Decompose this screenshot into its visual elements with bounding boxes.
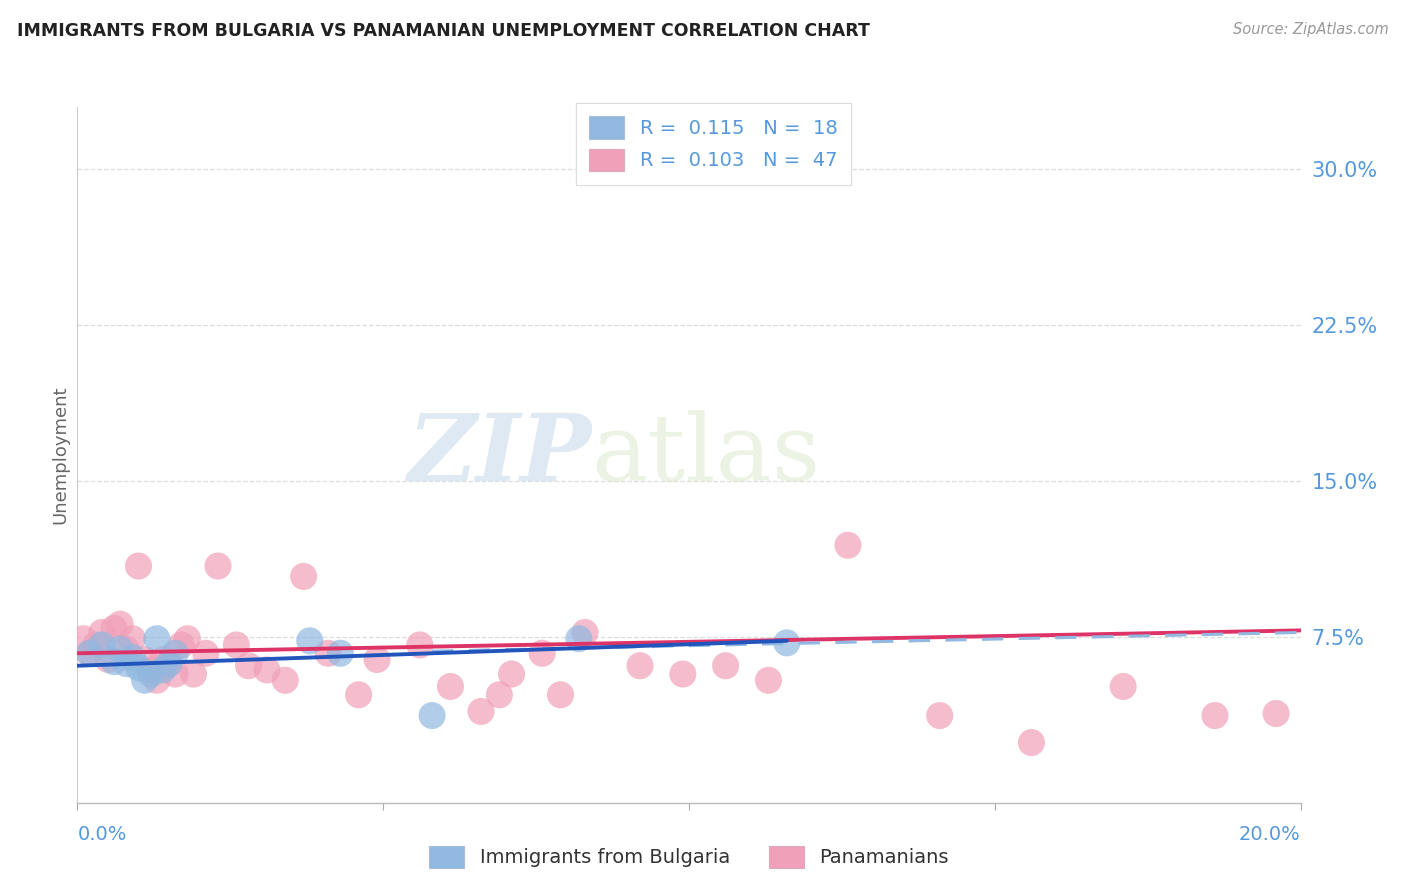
Point [298, 633, 321, 648]
Point [672, 667, 695, 681]
Point [121, 632, 143, 646]
Point [97, 652, 120, 666]
Point [146, 673, 169, 688]
Text: 0.0%: 0.0% [77, 825, 127, 844]
Point [207, 559, 229, 574]
Point [501, 667, 523, 681]
Point [127, 661, 149, 675]
Point [758, 673, 780, 688]
Point [470, 705, 492, 719]
Point [238, 658, 260, 673]
Point [72, 632, 94, 646]
Point [79, 646, 101, 660]
Point [108, 617, 131, 632]
Point [1204, 708, 1226, 723]
Point [139, 667, 162, 681]
Point [714, 658, 737, 673]
Point [488, 688, 510, 702]
Point [115, 642, 138, 657]
Point [176, 632, 198, 646]
Point [146, 632, 169, 646]
Point [1265, 706, 1288, 721]
Point [90, 638, 112, 652]
Point [225, 638, 247, 652]
Point [329, 646, 352, 660]
Text: atlas: atlas [591, 410, 820, 500]
Point [127, 559, 149, 574]
Point [139, 663, 162, 677]
Point [531, 646, 554, 660]
Point [108, 642, 131, 657]
Point [550, 688, 572, 702]
Text: Source: ZipAtlas.com: Source: ZipAtlas.com [1233, 22, 1389, 37]
Point [90, 625, 112, 640]
Point [115, 657, 138, 671]
Point [274, 673, 297, 688]
Point [165, 646, 187, 660]
Point [439, 680, 461, 694]
Point [347, 688, 370, 702]
Point [194, 646, 217, 660]
Legend: R =  0.115   N =  18, R =  0.103   N =  47: R = 0.115 N = 18, R = 0.103 N = 47 [575, 103, 851, 185]
Point [1112, 680, 1135, 694]
Point [928, 708, 950, 723]
Point [574, 625, 596, 640]
Point [79, 646, 101, 660]
Point [134, 673, 156, 688]
Point [121, 650, 143, 665]
Point [157, 657, 180, 671]
Point [103, 621, 125, 635]
Legend: Immigrants from Bulgaria, Panamanians: Immigrants from Bulgaria, Panamanians [419, 836, 959, 878]
Point [837, 538, 859, 552]
Text: 20.0%: 20.0% [1239, 825, 1301, 844]
Text: IMMIGRANTS FROM BULGARIA VS PANAMANIAN UNEMPLOYMENT CORRELATION CHART: IMMIGRANTS FROM BULGARIA VS PANAMANIAN U… [17, 22, 870, 40]
Point [1021, 735, 1043, 749]
Point [152, 652, 174, 666]
Point [183, 667, 205, 681]
Point [170, 638, 193, 652]
Point [366, 652, 388, 666]
Point [256, 663, 278, 677]
Point [292, 569, 315, 583]
Point [165, 667, 187, 681]
Point [409, 638, 432, 652]
Point [152, 663, 174, 677]
Point [157, 657, 180, 671]
Point [84, 638, 107, 652]
Point [316, 646, 339, 660]
Point [568, 632, 591, 646]
Point [134, 652, 156, 666]
Point [628, 658, 651, 673]
Text: ZIP: ZIP [406, 410, 591, 500]
Point [420, 708, 443, 723]
Point [776, 636, 799, 650]
Y-axis label: Unemployment: Unemployment [51, 385, 69, 524]
Point [103, 655, 125, 669]
